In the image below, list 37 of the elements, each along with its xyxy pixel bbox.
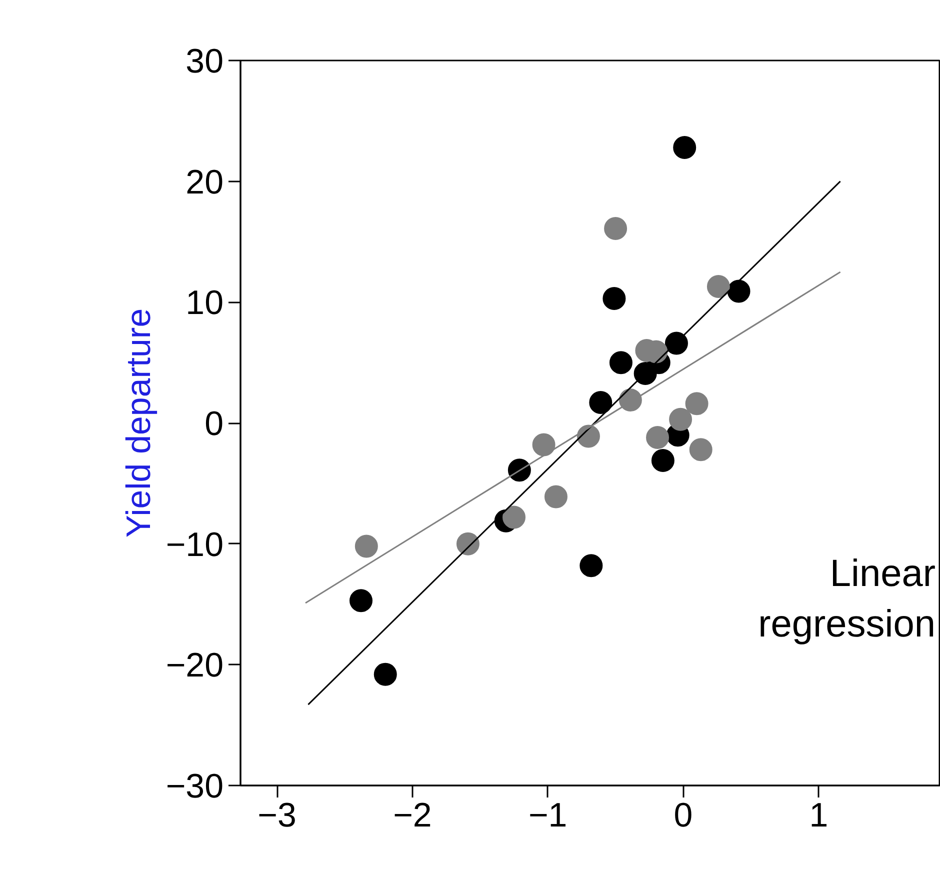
point	[685, 392, 708, 416]
y-tick-label: 30	[186, 42, 224, 80]
x-tick-label: −2	[393, 796, 432, 834]
point	[646, 426, 670, 449]
point	[669, 408, 692, 431]
point	[689, 438, 712, 462]
point	[664, 332, 688, 355]
point	[706, 274, 730, 298]
point	[589, 390, 612, 414]
annotation: Linear regression	[758, 553, 936, 646]
point	[673, 136, 696, 159]
point	[651, 448, 674, 472]
point	[508, 458, 531, 482]
point	[532, 433, 556, 456]
point	[727, 280, 750, 303]
x-tick-label: 1	[809, 796, 828, 834]
point	[609, 351, 632, 374]
x-tick-label: 0	[674, 796, 693, 834]
y-tick-label: −10	[166, 526, 224, 564]
point	[350, 589, 373, 612]
x-tick-label: −3	[258, 796, 296, 834]
y-tick-label: 10	[186, 284, 224, 322]
point	[544, 485, 568, 508]
point	[602, 287, 626, 310]
point	[456, 532, 480, 556]
point	[502, 506, 526, 529]
point	[374, 662, 397, 686]
x-tick-label: −1	[528, 796, 568, 834]
point	[604, 216, 628, 240]
point	[580, 554, 603, 578]
y-tick-label: 20	[186, 163, 224, 202]
point	[354, 534, 378, 558]
y-tick-label: 0	[204, 405, 224, 443]
y-axis-title: Yield departure	[120, 308, 158, 538]
point	[634, 362, 657, 385]
y-tick-label: −30	[166, 768, 224, 806]
y-tick-label: −20	[166, 646, 224, 685]
